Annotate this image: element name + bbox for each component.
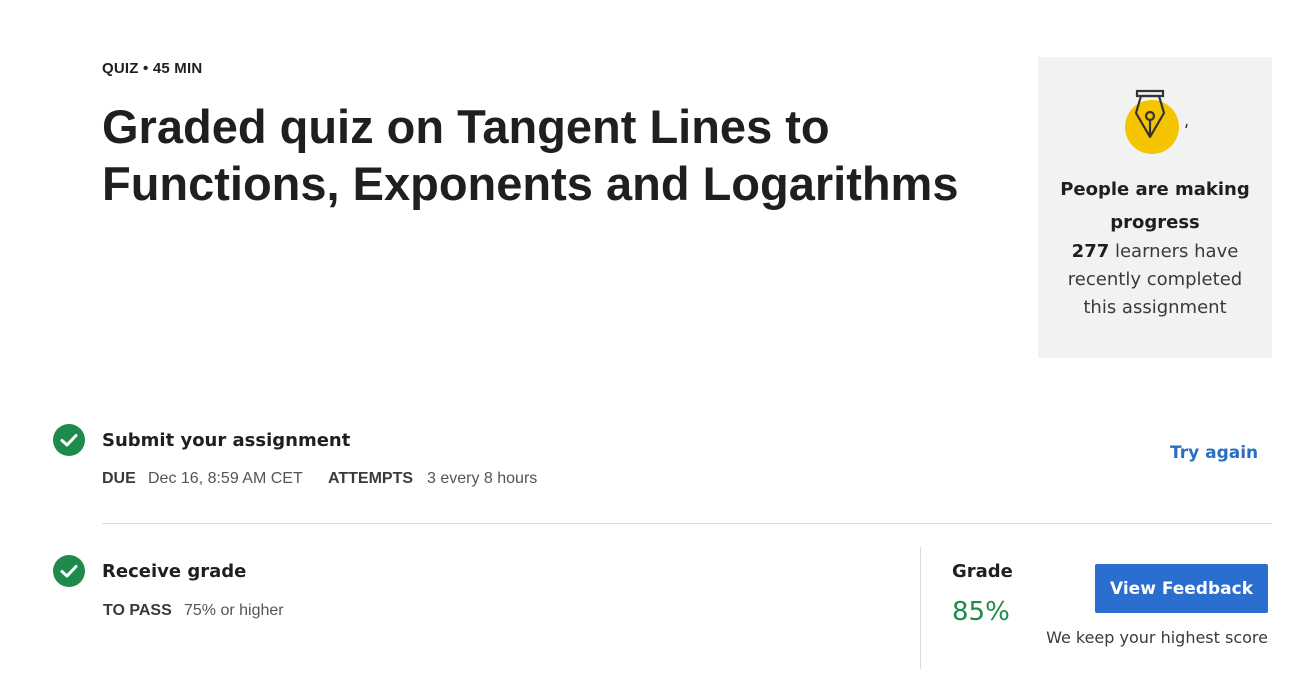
check-circle-icon — [53, 555, 85, 587]
view-feedback-button[interactable]: View Feedback — [1095, 564, 1268, 613]
attempts-value: 3 every 8 hours — [427, 470, 538, 487]
due-value: Dec 16, 8:59 AM CET — [148, 470, 303, 487]
progress-text: learners have recently completed this as… — [1067, 241, 1243, 318]
highest-score-note: We keep your highest score — [1046, 628, 1268, 647]
attempts-label: ATTEMPTS — [328, 470, 414, 487]
due-label: DUE — [102, 470, 136, 487]
progress-heading: People are making progress — [1060, 179, 1250, 233]
check-circle-icon — [53, 424, 85, 456]
grade-value: 85% — [952, 597, 1010, 627]
progress-card: People are making progress 277 learners … — [1038, 57, 1272, 358]
to-pass-value: 75% or higher — [184, 602, 284, 619]
grade-step-title: Receive grade — [102, 561, 247, 582]
to-pass-label: TO PASS — [103, 602, 172, 619]
progress-body: 277 learners have recently completed thi… — [1038, 238, 1272, 322]
submit-step-title: Submit your assignment — [102, 430, 351, 451]
grade-label: Grade — [952, 561, 1013, 582]
fountain-pen-icon — [1125, 89, 1188, 154]
page-title: Graded quiz on Tangent Lines to Function… — [102, 100, 959, 210]
grade-divider — [920, 547, 921, 669]
try-again-link[interactable]: Try again — [1170, 443, 1259, 463]
learner-count: 277 — [1071, 241, 1110, 262]
quiz-eyebrow: QUIZ • 45 MIN — [102, 60, 203, 77]
section-divider — [102, 523, 1272, 524]
